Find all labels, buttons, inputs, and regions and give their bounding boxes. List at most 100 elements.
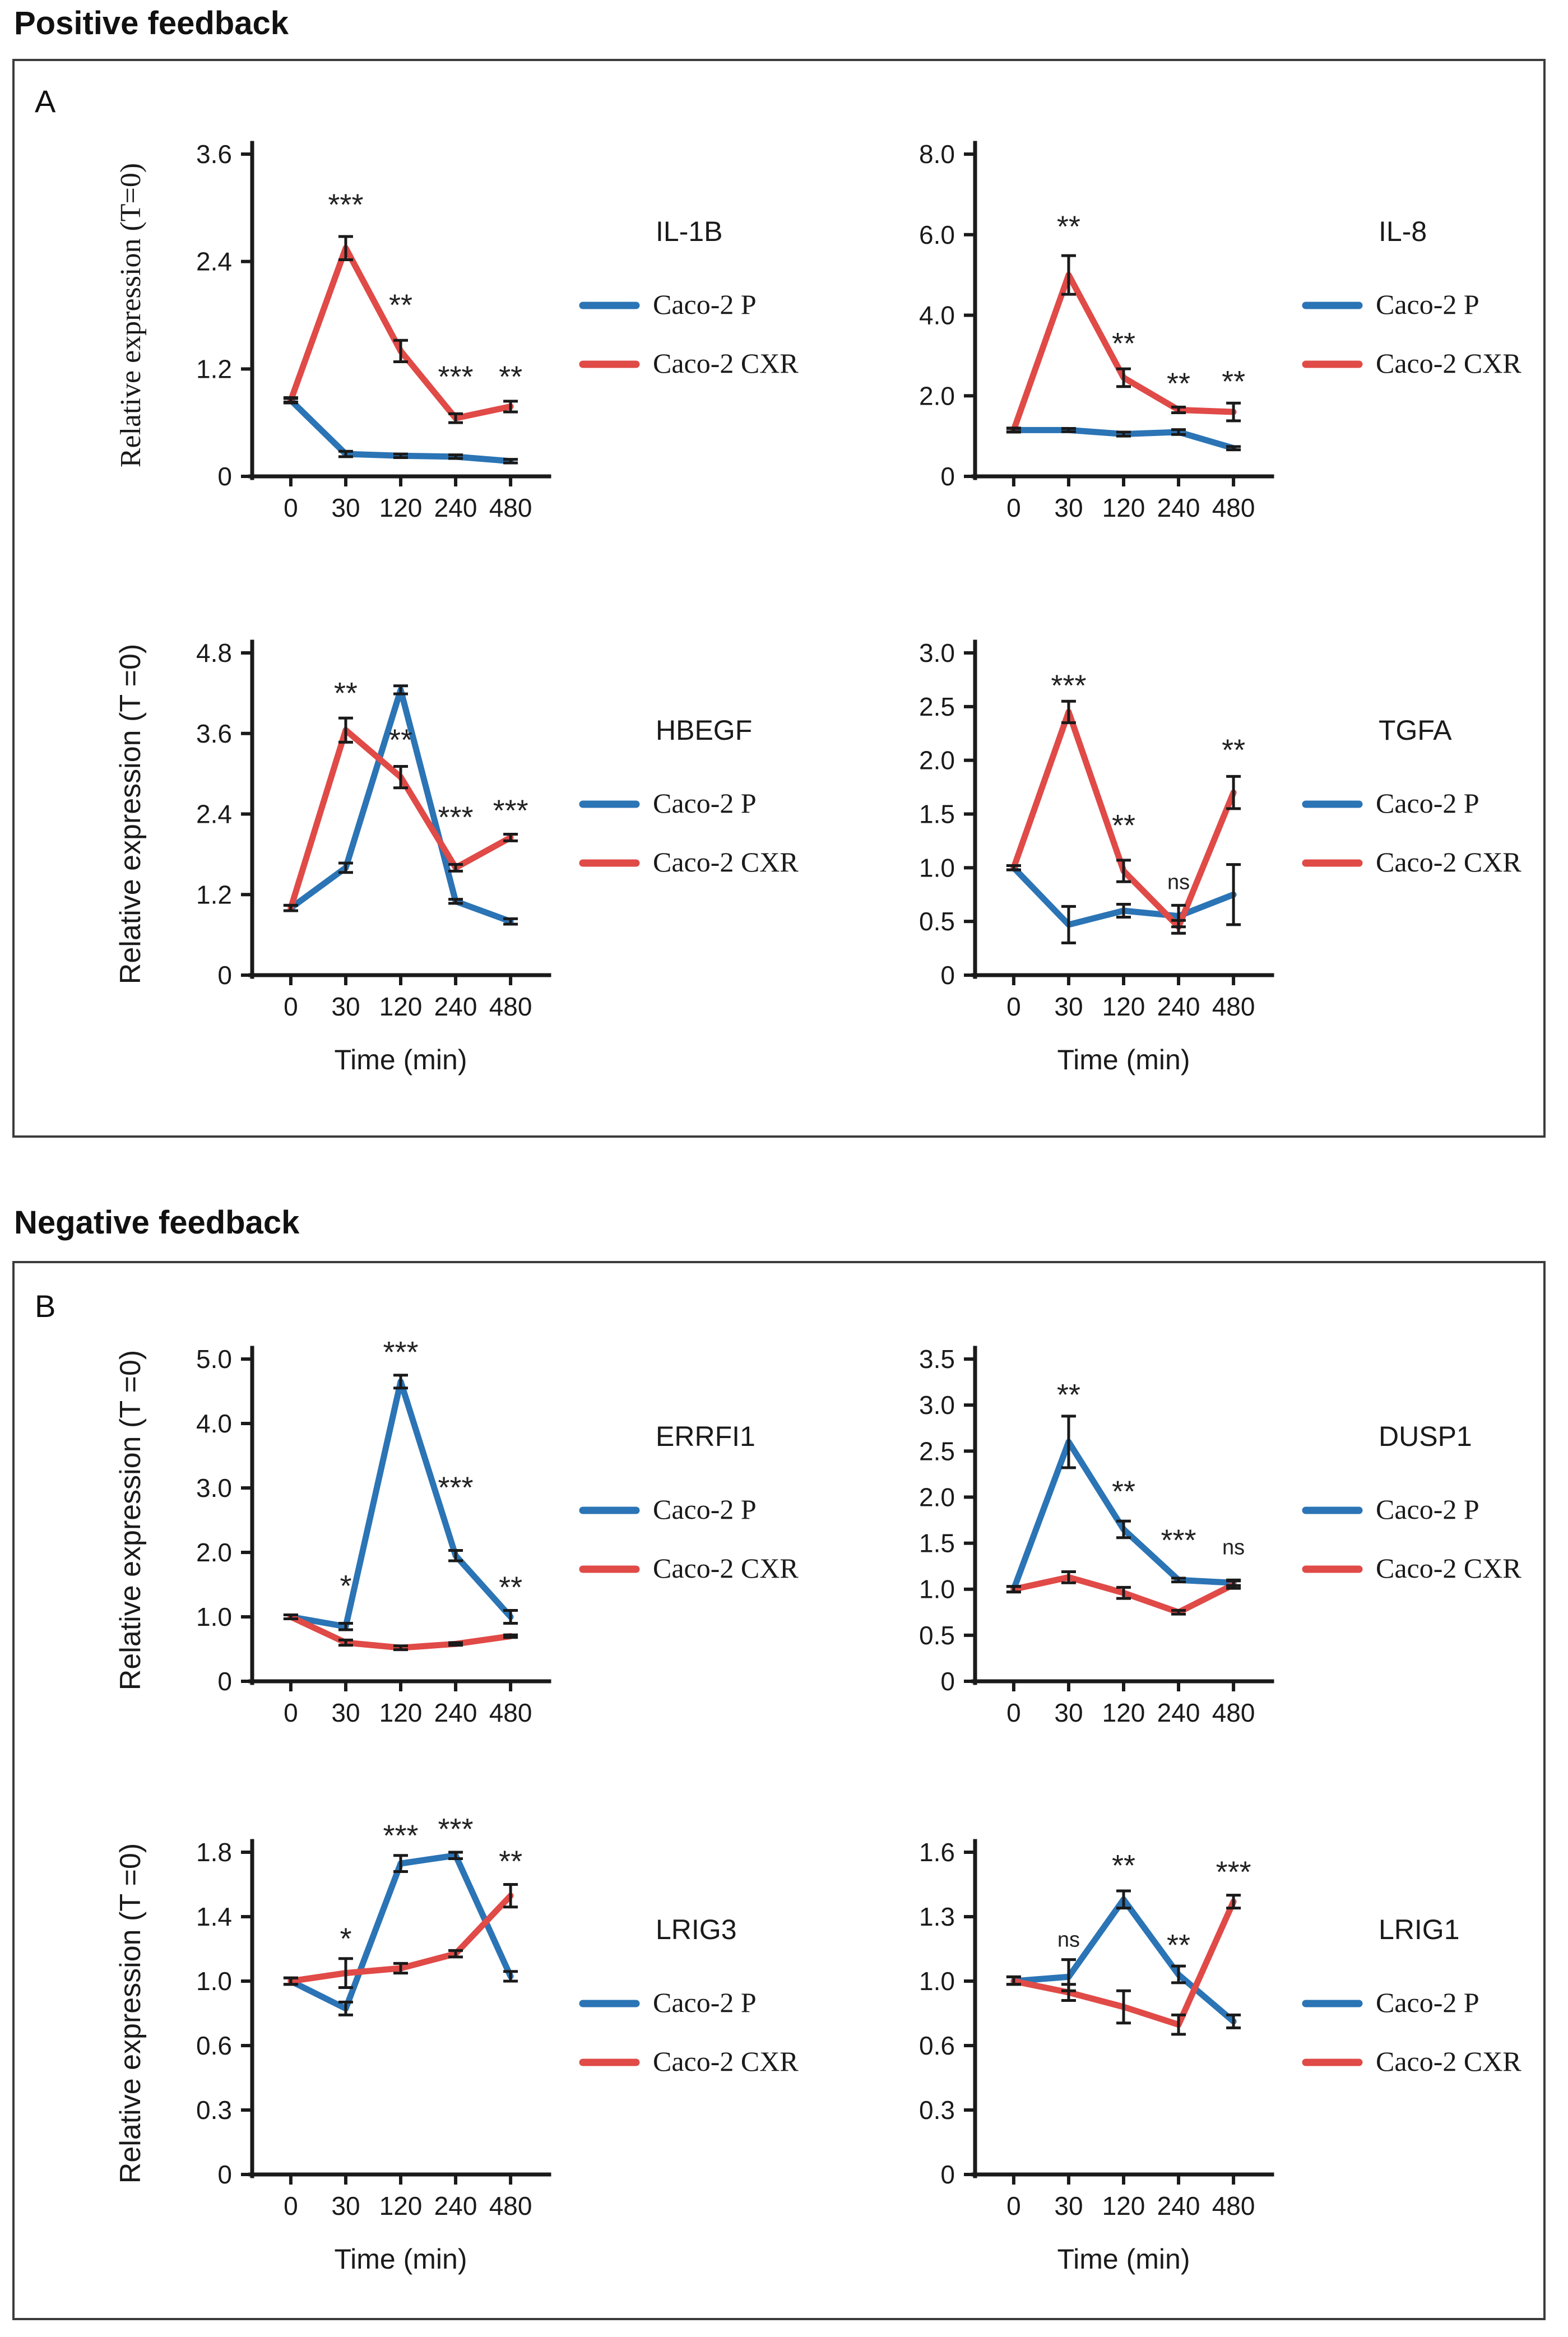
x-tick-label: 120 bbox=[1102, 1698, 1145, 1727]
panel-b-box bbox=[12, 1261, 1546, 2320]
significance-label: ns bbox=[1057, 1928, 1080, 1952]
significance-label: *** bbox=[1051, 669, 1086, 703]
x-tick-label: 240 bbox=[1157, 992, 1200, 1021]
y-tick-label: 0 bbox=[217, 961, 232, 990]
y-tick-label: 1.6 bbox=[919, 1838, 955, 1867]
x-tick-label: 0 bbox=[284, 493, 298, 522]
y-tick-label: 2.5 bbox=[919, 1436, 955, 1466]
y-axis-title: Relative expression (T =0) bbox=[114, 644, 147, 984]
legend-label: Caco-2 CXR bbox=[653, 1552, 799, 1584]
x-tick-label: 30 bbox=[331, 493, 360, 522]
chart-lrig1: 0 0.3 0.6 1.0 1.3 1.6 0 30 120 240 480 Time (min) ns… bbox=[807, 1810, 1535, 2292]
y-tick-label: 2.0 bbox=[919, 381, 955, 410]
x-axis-title: Time (min) bbox=[1057, 1044, 1190, 1075]
legend-label: Caco-2 CXR bbox=[1376, 2046, 1521, 2077]
chart-title: LRIG1 bbox=[1379, 1914, 1460, 1945]
y-ticks: 0 0.3 0.6 1.0 1.3 1.6 bbox=[919, 1838, 975, 2189]
error-bars bbox=[1006, 699, 1241, 944]
significance-label: ** bbox=[499, 360, 522, 393]
x-tick-label: 30 bbox=[1054, 493, 1083, 522]
x-tick-label: 240 bbox=[1157, 493, 1200, 522]
x-tick-label: 240 bbox=[434, 1698, 477, 1727]
x-ticks: 0 30 120 240 480 bbox=[1006, 2174, 1255, 2220]
y-tick-label: 0.5 bbox=[919, 1621, 955, 1650]
significance-label: *** bbox=[383, 1336, 418, 1369]
x-tick-label: 480 bbox=[489, 1698, 532, 1727]
series-line-blue bbox=[1010, 1439, 1237, 1593]
x-tick-label: 30 bbox=[1054, 2191, 1083, 2220]
y-tick-label: 1.0 bbox=[919, 1967, 955, 1996]
significance-label: *** bbox=[438, 800, 474, 834]
y-axis-title: Relative expression (T =0) bbox=[114, 1350, 147, 1690]
significance-label: *** bbox=[438, 1471, 474, 1504]
x-axis-title: Time (min) bbox=[1057, 2243, 1190, 2275]
x-tick-label: 240 bbox=[434, 493, 477, 522]
y-tick-label: 1.2 bbox=[196, 354, 232, 383]
chart-dusp1: 0 0.5 1.0 1.5 2.0 2.5 3.0 3.5 0 30 120 240 480 ** ** **… bbox=[807, 1317, 1535, 1799]
y-ticks: 0 0.5 1.0 1.5 2.0 2.5 3.0 3.5 bbox=[919, 1344, 975, 1696]
panel-a-box bbox=[12, 59, 1546, 1138]
error-bars bbox=[283, 1374, 518, 1652]
x-ticks: 0 30 120 240 480 bbox=[284, 476, 532, 522]
x-ticks: 0 30 120 240 480 bbox=[1006, 476, 1255, 522]
significance-label: ** bbox=[389, 289, 412, 322]
chart-svg-il1b: 0 1.2 2.4 3.6 0 30 120 240 480 Relative expressio… bbox=[115, 140, 799, 522]
y-tick-label: 4.0 bbox=[196, 1409, 232, 1438]
x-tick-label: 480 bbox=[1212, 2191, 1255, 2220]
x-ticks: 0 30 120 240 480 bbox=[284, 1681, 532, 1727]
error-bars bbox=[283, 1851, 518, 2016]
y-tick-label: 8.0 bbox=[919, 140, 955, 169]
x-ticks: 0 30 120 240 480 bbox=[284, 2174, 532, 2220]
chart-tgfa: 0 0.5 1.0 1.5 2.0 2.5 3.0 0 30 120 240 480 Time (min… bbox=[807, 611, 1535, 1093]
significance-label: *** bbox=[438, 1812, 474, 1846]
chart-svg-il8: 0 2.0 4.0 6.0 8.0 0 30 120 240 480 ** ** ** ** IL-8 Cac… bbox=[919, 140, 1521, 522]
y-ticks: 0 1.2 2.4 3.6 bbox=[196, 140, 252, 491]
x-tick-label: 120 bbox=[1102, 992, 1145, 1021]
legend-label: Caco-2 P bbox=[653, 1987, 757, 2018]
y-tick-label: 1.4 bbox=[196, 1902, 232, 1931]
significance-label: *** bbox=[493, 794, 528, 827]
x-tick-label: 240 bbox=[1157, 2191, 1200, 2220]
legend-label: Caco-2 P bbox=[1376, 787, 1479, 819]
y-tick-label: 0.3 bbox=[196, 2095, 232, 2125]
y-tick-label: 0 bbox=[217, 462, 232, 491]
significance-label: ** bbox=[1112, 327, 1135, 360]
x-tick-label: 480 bbox=[1212, 493, 1255, 522]
y-tick-label: 1.3 bbox=[919, 1902, 955, 1931]
x-tick-label: 0 bbox=[284, 1698, 298, 1727]
significance-label: ** bbox=[1112, 1849, 1135, 1882]
x-tick-label: 0 bbox=[1006, 2191, 1021, 2220]
y-tick-label: 1.5 bbox=[919, 800, 955, 829]
series-line-blue bbox=[287, 1378, 514, 1630]
chart-svg-lrig3: 0 0.3 0.6 1.0 1.4 1.8 0 30 120 240 480 Time (min) Re… bbox=[114, 1812, 799, 2275]
y-tick-label: 3.0 bbox=[919, 1390, 955, 1420]
y-tick-label: 1.8 bbox=[196, 1838, 232, 1867]
x-tick-label: 480 bbox=[489, 2191, 532, 2220]
x-tick-label: 240 bbox=[1157, 1698, 1200, 1727]
legend-label: Caco-2 CXR bbox=[1376, 846, 1521, 878]
x-tick-label: 0 bbox=[1006, 493, 1021, 522]
y-tick-label: 3.6 bbox=[196, 140, 232, 169]
y-tick-label: 3.0 bbox=[919, 638, 955, 667]
chart-title: HBEGF bbox=[656, 715, 752, 746]
y-ticks: 0 1.0 2.0 3.0 4.0 5.0 bbox=[196, 1344, 252, 1696]
significance-label: ** bbox=[499, 1845, 522, 1879]
panel-b-letter: B bbox=[35, 1288, 56, 1324]
y-tick-label: 1.5 bbox=[919, 1529, 955, 1558]
significance-label: ** bbox=[1222, 365, 1245, 398]
x-tick-label: 30 bbox=[331, 2191, 360, 2220]
y-tick-label: 0.6 bbox=[919, 2031, 955, 2060]
y-tick-label: 0 bbox=[940, 1667, 955, 1696]
legend-label: Caco-2 P bbox=[1376, 1494, 1479, 1525]
chart-svg-errfi1: 0 1.0 2.0 3.0 4.0 5.0 0 30 120 240 480 Relative exp… bbox=[114, 1336, 799, 1727]
y-tick-label: 0.5 bbox=[919, 907, 955, 936]
error-bars bbox=[283, 684, 518, 926]
chart-title: IL-1B bbox=[656, 216, 723, 247]
y-tick-label: 0.6 bbox=[196, 2031, 232, 2060]
x-tick-label: 30 bbox=[1054, 992, 1083, 1021]
chart-svg-dusp1: 00.51.01.52.02.53.03.50 30 120 240 480******… bbox=[919, 1344, 1521, 1727]
x-tick-label: 480 bbox=[489, 493, 532, 522]
y-tick-label: 2.5 bbox=[919, 692, 955, 721]
x-ticks: 0 30 120 240 480 bbox=[284, 975, 532, 1021]
